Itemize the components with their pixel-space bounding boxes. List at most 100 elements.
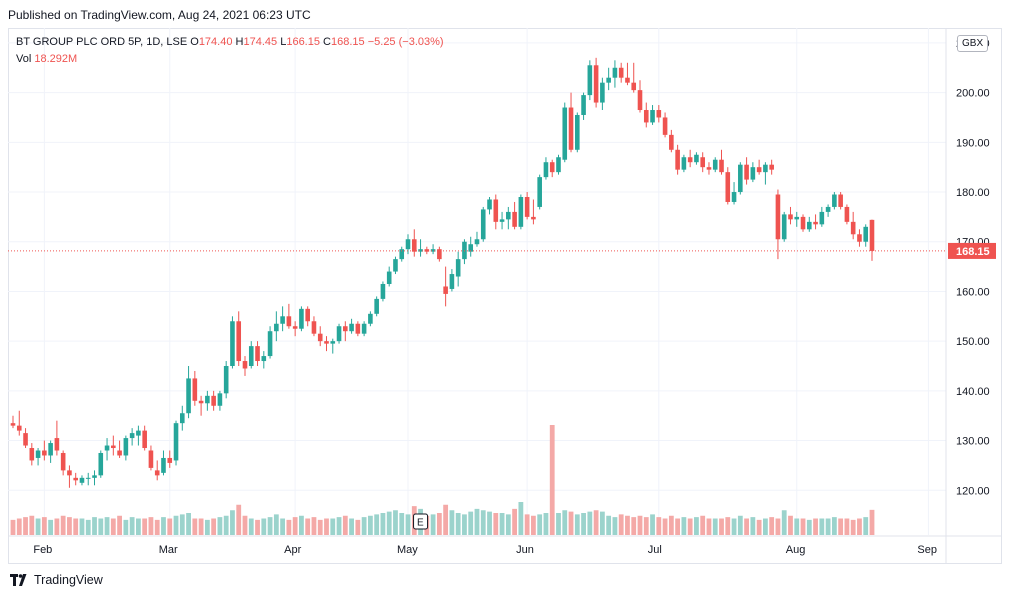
volume-bar — [161, 517, 166, 535]
volume-bar — [236, 504, 242, 535]
candle-body — [230, 321, 235, 366]
candle-body — [518, 197, 524, 227]
candle-body — [781, 214, 787, 240]
volume-bar — [863, 517, 869, 535]
x-tick-label: Apr — [284, 544, 301, 556]
volume-bar — [788, 515, 793, 535]
candle-body — [292, 326, 298, 329]
footer-brand-text: TradingView — [34, 573, 103, 587]
candle-body — [311, 321, 317, 334]
candle-body — [694, 154, 699, 163]
volume-bar — [142, 518, 148, 535]
volume-bar — [857, 518, 862, 535]
volume-bar — [286, 519, 292, 535]
candle-body — [744, 164, 749, 180]
volume-bar — [186, 513, 191, 535]
candle-body — [167, 457, 173, 463]
volume-bar — [662, 518, 668, 535]
candle-body — [662, 117, 668, 135]
volume-bar — [838, 518, 844, 535]
candle-body — [512, 211, 517, 227]
candle-body — [612, 67, 618, 78]
candle-body — [712, 159, 718, 170]
volume-bar — [869, 509, 875, 535]
volume-bar — [311, 517, 317, 535]
candle-body — [305, 308, 310, 322]
candle-body — [123, 438, 129, 456]
candle-body — [506, 211, 511, 220]
candle-body — [179, 413, 185, 424]
volume-bar — [148, 517, 154, 535]
volume-bar — [850, 519, 856, 535]
volume-bar — [675, 518, 681, 535]
candle-body — [211, 395, 216, 406]
candle-body — [217, 393, 223, 406]
candle-body — [449, 274, 455, 289]
candle-body — [424, 249, 430, 252]
volume-bar — [110, 518, 116, 535]
volume-bar — [819, 518, 825, 535]
volume-bar — [230, 510, 235, 535]
candle-body — [48, 443, 53, 456]
candle-body — [838, 194, 843, 207]
volume-bar — [687, 518, 693, 535]
volume-bar — [656, 517, 662, 535]
volume-bar — [493, 513, 499, 535]
volume-bar — [625, 515, 630, 535]
candle-body — [857, 234, 862, 242]
volume-bar — [192, 518, 198, 535]
volume-bar — [499, 513, 505, 535]
candlestick-chart[interactable]: 210.00200.00190.00180.00170.00160.00150.… — [8, 28, 1002, 564]
ohlc-legend: BT GROUP PLC ORD 5P, 1D, LSE O174.40 H17… — [16, 36, 444, 48]
candle-body — [455, 259, 461, 277]
volume-bar — [650, 514, 655, 535]
volume-bar — [700, 515, 706, 535]
currency-button[interactable]: GBX — [957, 35, 989, 52]
legend-open-label: O — [190, 36, 199, 48]
volume-bar — [117, 515, 122, 535]
volume-bar — [129, 517, 135, 535]
candle-body — [700, 157, 705, 168]
volume-bar — [825, 518, 831, 535]
volume-bar — [267, 517, 273, 535]
candle-body — [161, 457, 166, 473]
x-tick-label: May — [397, 544, 418, 556]
candle-body — [274, 323, 279, 332]
x-tick-label: Sep — [917, 544, 937, 556]
candle-body — [813, 221, 818, 225]
volume-bar — [599, 511, 605, 535]
legend-vol-label: Vol — [16, 53, 32, 65]
candle-body — [198, 400, 204, 404]
candle-body — [10, 423, 16, 426]
x-tick-label: Mar — [159, 544, 178, 556]
x-tick-label: Jun — [516, 544, 534, 556]
candle-body — [54, 438, 60, 451]
legend-close-value: 168.15 — [331, 36, 365, 48]
legend-low-value: 166.15 — [286, 36, 320, 48]
volume-bar — [750, 517, 756, 535]
volume-legend: Vol 18.292M — [16, 53, 77, 65]
candle-body — [355, 323, 361, 334]
candle-body — [405, 239, 411, 250]
candle-body — [480, 209, 486, 240]
volume-bar — [242, 515, 248, 535]
volume-bar — [781, 510, 787, 535]
candle-body — [79, 477, 85, 483]
volume-bar — [637, 515, 643, 535]
candle-body — [788, 214, 793, 220]
volume-bar — [531, 515, 536, 535]
candle-body — [186, 378, 191, 414]
candle-body — [637, 90, 643, 111]
candle-body — [336, 326, 342, 342]
volume-bar — [10, 519, 16, 535]
candle-body — [756, 167, 762, 173]
candle-body — [173, 423, 179, 461]
volume-bar — [712, 518, 718, 535]
volume-bar — [612, 517, 618, 535]
volume-bar — [273, 514, 279, 535]
volume-bar — [668, 515, 674, 535]
legend-symbol: BT GROUP PLC ORD 5P, 1D, LSE — [16, 36, 188, 48]
candle-body — [35, 450, 41, 458]
volume-bar — [280, 518, 286, 535]
y-tick-label: 180.00 — [956, 187, 990, 199]
